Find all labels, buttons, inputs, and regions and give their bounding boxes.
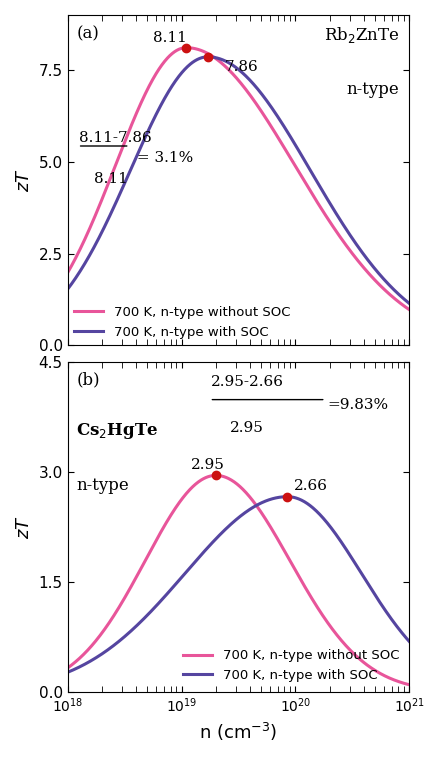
700 K, n-type without SOC (125, 129, 131, 138)
700 K, n-type without SOC (407, 305, 412, 315)
Line: 700 K, n-type with SOC: 700 K, n-type with SOC (68, 57, 409, 303)
700 K, n-type with SOC (294, 493, 299, 503)
Text: (b): (b) (76, 371, 100, 389)
700 K, n-type with SOC (323, 192, 328, 201)
700 K, n-type without SOC (323, 211, 328, 220)
Text: 2.95: 2.95 (230, 421, 264, 435)
700 K, n-type without SOC (294, 568, 299, 577)
Text: n-type: n-type (346, 81, 399, 98)
700 K, n-type without SOC (294, 164, 299, 173)
700 K, n-type without SOC (153, 537, 158, 547)
700 K, n-type with SOC (153, 111, 158, 121)
700 K, n-type with SOC (220, 55, 225, 64)
Line: 700 K, n-type with SOC: 700 K, n-type with SOC (68, 496, 409, 672)
Text: 7.86: 7.86 (224, 60, 258, 74)
Line: 700 K, n-type without SOC: 700 K, n-type without SOC (68, 48, 409, 310)
Text: 8.11-7.86: 8.11-7.86 (79, 131, 151, 146)
700 K, n-type with SOC (220, 528, 225, 537)
700 K, n-type without SOC (220, 60, 225, 69)
700 K, n-type with SOC (285, 492, 290, 501)
Legend: 700 K, n-type without SOC, 700 K, n-type with SOC: 700 K, n-type without SOC, 700 K, n-type… (74, 306, 290, 339)
Text: 2.66: 2.66 (294, 479, 328, 493)
Text: (a): (a) (76, 25, 99, 42)
Text: 8.11: 8.11 (153, 31, 187, 45)
700 K, n-type without SOC (213, 471, 219, 480)
Text: Rb$_2$ZnTe: Rb$_2$ZnTe (323, 25, 399, 45)
700 K, n-type with SOC (205, 52, 211, 61)
700 K, n-type with SOC (153, 602, 158, 611)
Legend: 700 K, n-type without SOC, 700 K, n-type with SOC: 700 K, n-type without SOC, 700 K, n-type… (183, 650, 400, 682)
700 K, n-type with SOC (65, 284, 70, 293)
700 K, n-type with SOC (407, 637, 412, 646)
700 K, n-type without SOC (267, 120, 272, 129)
700 K, n-type without SOC (65, 268, 70, 277)
700 K, n-type without SOC (407, 680, 412, 689)
700 K, n-type with SOC (266, 495, 271, 504)
Y-axis label: $zT$: $zT$ (15, 515, 33, 539)
700 K, n-type without SOC (267, 521, 272, 530)
Text: Cs$_2$HgTe: Cs$_2$HgTe (76, 421, 158, 441)
Text: 2.95-2.66: 2.95-2.66 (211, 375, 284, 389)
700 K, n-type without SOC (323, 615, 328, 624)
700 K, n-type without SOC (153, 70, 158, 79)
Text: 8.11: 8.11 (94, 172, 128, 186)
700 K, n-type without SOC (183, 43, 189, 52)
700 K, n-type without SOC (125, 587, 131, 597)
700 K, n-type with SOC (125, 629, 131, 638)
700 K, n-type without SOC (65, 663, 70, 672)
Y-axis label: $zT$: $zT$ (15, 168, 33, 192)
Text: =9.83%: =9.83% (327, 398, 389, 412)
700 K, n-type with SOC (294, 143, 299, 152)
Text: n-type: n-type (76, 478, 129, 494)
Text: = 3.1%: = 3.1% (132, 151, 194, 165)
X-axis label: n (cm$^{-3}$): n (cm$^{-3}$) (199, 721, 278, 743)
700 K, n-type with SOC (323, 516, 328, 525)
700 K, n-type with SOC (65, 668, 70, 677)
700 K, n-type without SOC (220, 471, 225, 481)
Line: 700 K, n-type without SOC: 700 K, n-type without SOC (68, 475, 409, 684)
700 K, n-type with SOC (407, 299, 412, 308)
700 K, n-type with SOC (267, 100, 272, 109)
Text: 2.95: 2.95 (191, 458, 225, 471)
700 K, n-type with SOC (125, 171, 131, 180)
